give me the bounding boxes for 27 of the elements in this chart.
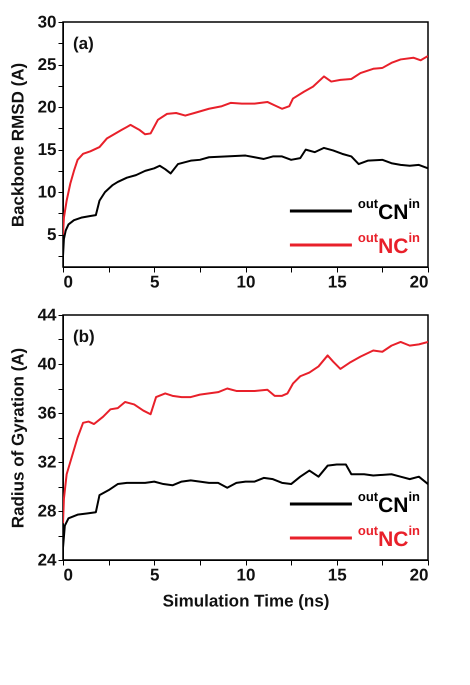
- x-tick-label: 15: [328, 566, 347, 584]
- x-tick-label: 5: [150, 566, 160, 584]
- x-tick-label: 5: [150, 272, 160, 292]
- x-axis-title: Simulation Time (ns): [162, 592, 330, 610]
- y-tick-label: 24: [38, 550, 58, 570]
- annotation: (a): [73, 34, 94, 53]
- x-tick-label: 15: [328, 272, 347, 292]
- x-tick-label: 20: [410, 566, 428, 584]
- y-tick-label: 30: [38, 12, 56, 32]
- y-tick-label: 32: [38, 452, 56, 472]
- y-tick-label: 40: [38, 354, 56, 374]
- y-tick-label: 25: [38, 55, 56, 74]
- annotation: (b): [73, 327, 95, 346]
- x-tick-label: 10: [236, 566, 256, 584]
- x-tick-label: 20: [410, 272, 428, 292]
- y-axis-title: Backbone RMSD (A): [8, 62, 28, 228]
- y-axis-title: Radius of Gyration (A): [8, 348, 28, 528]
- x-tick-label: 0: [64, 272, 73, 292]
- y-tick-label: 36: [38, 404, 56, 422]
- y-tick-label: 28: [38, 502, 56, 520]
- y-tick-label: 5: [47, 225, 56, 244]
- y-tick-label: 15: [38, 140, 56, 160]
- y-tick-label: 20: [38, 98, 56, 117]
- x-tick-label: 0: [64, 566, 73, 584]
- y-tick-label: 44: [38, 306, 58, 324]
- x-tick-label: 10: [236, 272, 256, 292]
- y-tick-label: 10: [38, 182, 56, 202]
